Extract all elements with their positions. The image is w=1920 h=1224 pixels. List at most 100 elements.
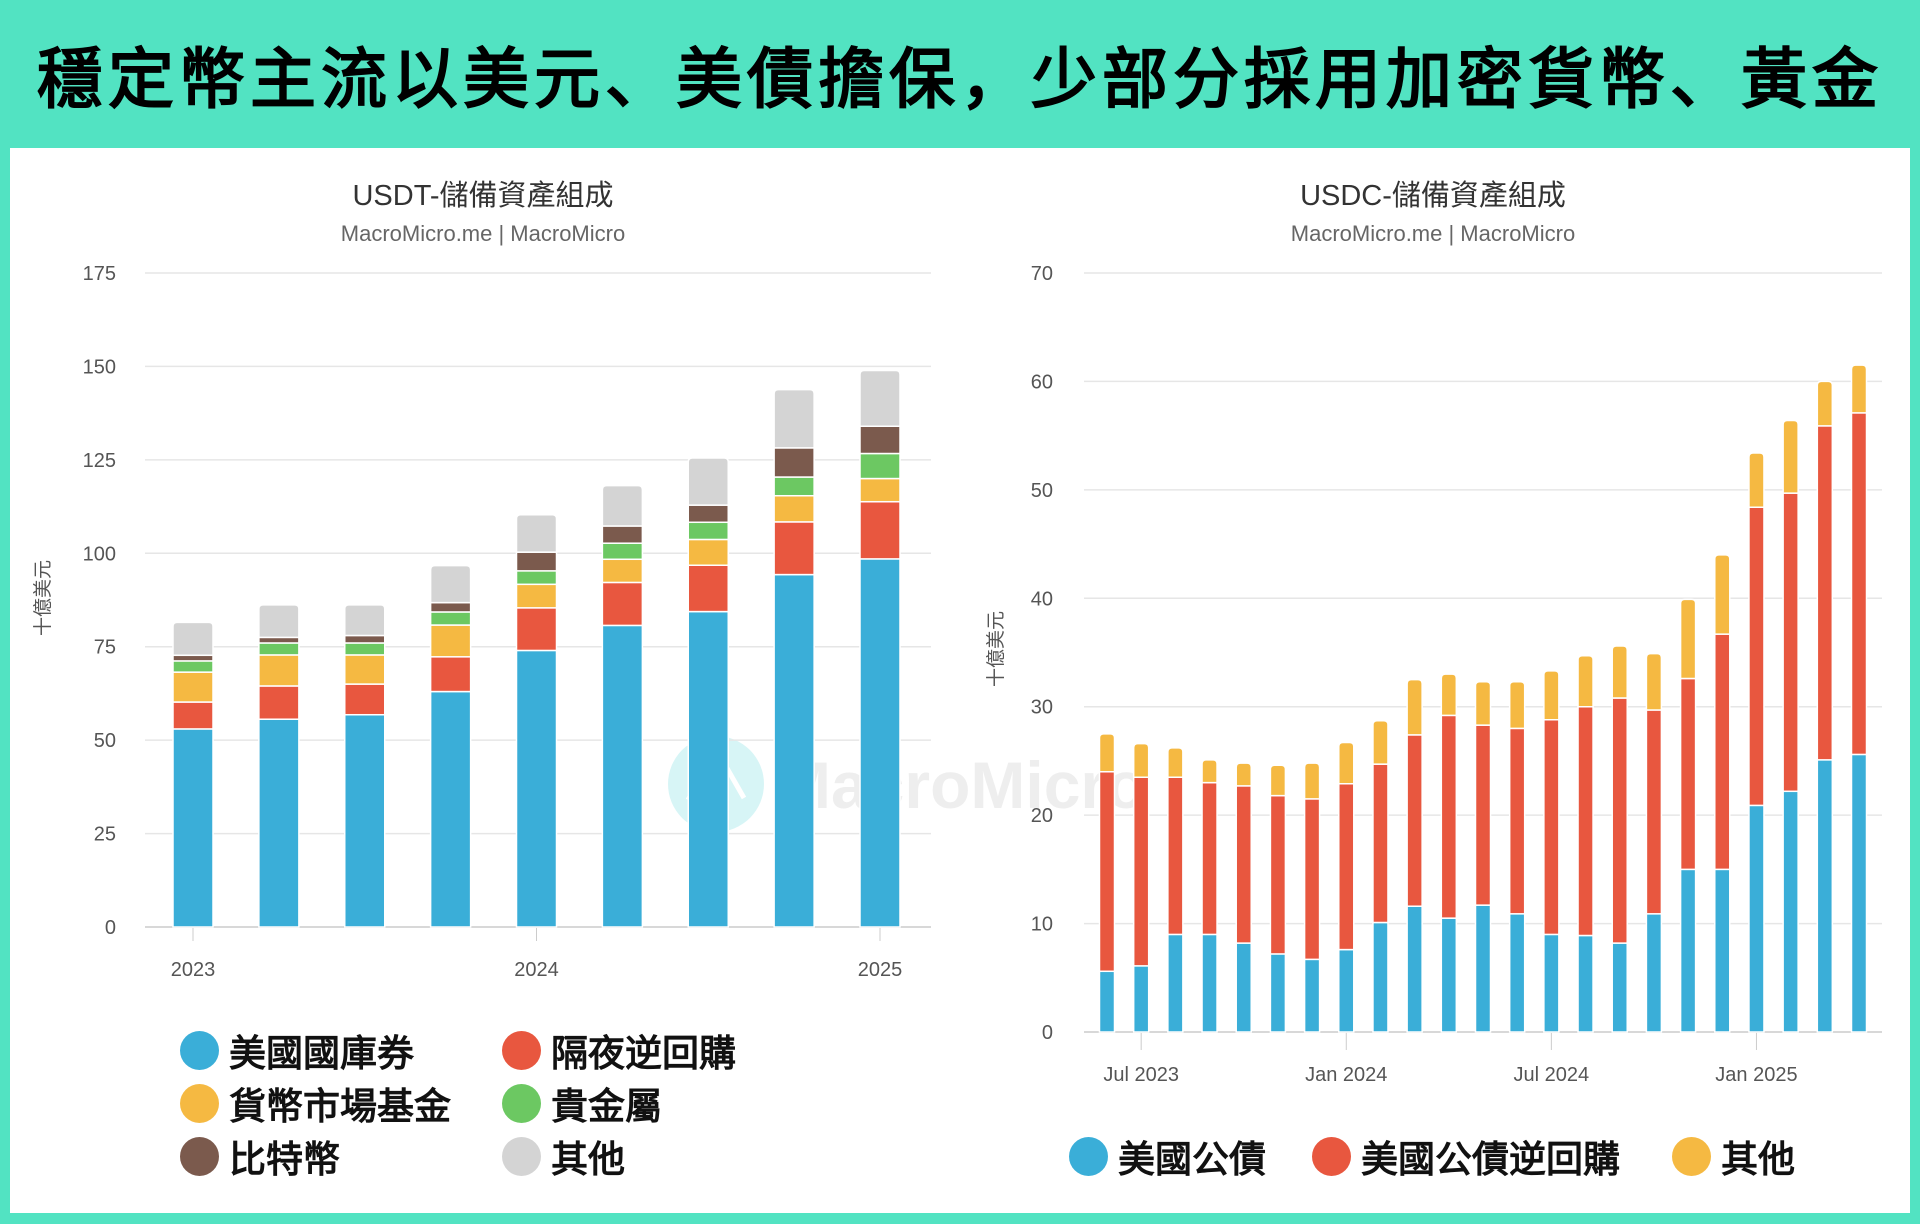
bar-segment bbox=[687, 521, 729, 541]
bar-segment bbox=[1543, 718, 1560, 936]
bar-segment bbox=[1338, 741, 1355, 785]
bar-segment bbox=[1508, 913, 1526, 1033]
y-tick-label: 125 bbox=[83, 450, 116, 472]
bar-segment bbox=[1201, 933, 1218, 1033]
usdt-chart-title: USDT-儲備資產組成 bbox=[352, 180, 614, 212]
bar-segment bbox=[1577, 705, 1594, 937]
bar-segment bbox=[1782, 419, 1799, 494]
bar-stack bbox=[1235, 762, 1252, 1033]
y-tick-label: 75 bbox=[94, 637, 116, 659]
bar-segment bbox=[1508, 681, 1526, 730]
bar-segment bbox=[1406, 678, 1423, 736]
bar-segment bbox=[515, 649, 558, 928]
bar-stack bbox=[773, 388, 815, 928]
bar-stack bbox=[1474, 681, 1492, 1033]
bar-stack bbox=[1406, 678, 1423, 1033]
bar-segment bbox=[515, 607, 558, 652]
legend-label: 其他 bbox=[1721, 1138, 1795, 1181]
bar-segment bbox=[429, 656, 472, 693]
bar-stack bbox=[1167, 747, 1184, 1033]
bar-stack bbox=[1440, 673, 1458, 1033]
bar-stack bbox=[1679, 598, 1697, 1033]
legend-item-precious-metals[interactable]: 貴金屬 bbox=[502, 1076, 662, 1130]
bar-stack bbox=[1303, 762, 1321, 1033]
legend-item-us-treasuries[interactable]: 美國公債 bbox=[1069, 1129, 1266, 1183]
y-tick-label: 50 bbox=[94, 730, 116, 752]
legend-dot-icon bbox=[180, 1136, 219, 1176]
bar-segment bbox=[172, 671, 214, 703]
bar-segment bbox=[687, 504, 729, 524]
bar-segment bbox=[1132, 965, 1150, 1033]
bar-segment bbox=[1816, 425, 1834, 761]
bar-segment bbox=[1372, 720, 1389, 765]
y-tick-label: 40 bbox=[1031, 588, 1053, 610]
bar-segment bbox=[1611, 942, 1628, 1033]
usdc-chart-subtitle: MacroMicro.me | MacroMicro bbox=[1290, 221, 1576, 246]
headline: 穩定幣主流以美元、美債擔保，少部分採用加密貨幣、黃金 bbox=[37, 41, 1883, 118]
bar-stack bbox=[1782, 419, 1799, 1033]
bar-segment bbox=[1303, 798, 1321, 961]
bar-stack bbox=[344, 604, 386, 928]
bar-segment bbox=[601, 624, 644, 928]
bar-segment bbox=[1714, 868, 1731, 1033]
bar-segment bbox=[429, 564, 472, 604]
legend-dot-icon bbox=[502, 1083, 541, 1123]
bar-segment bbox=[258, 604, 300, 639]
bar-segment bbox=[1474, 681, 1492, 726]
bar-segment bbox=[773, 573, 815, 928]
y-tick-label: 60 bbox=[1031, 371, 1053, 393]
bar-segment bbox=[344, 604, 386, 637]
bar-segment bbox=[1372, 763, 1389, 924]
legend-dot-icon bbox=[180, 1083, 219, 1123]
bar-segment bbox=[515, 551, 558, 572]
bar-segment bbox=[429, 601, 472, 613]
bar-segment bbox=[1338, 948, 1355, 1033]
y-tick-label: 10 bbox=[1031, 914, 1053, 936]
y-axis-title: 十億美元 bbox=[985, 611, 1007, 687]
bar-stack bbox=[1201, 759, 1218, 1033]
legend-item-treasury-repo[interactable]: 美國公債逆回購 bbox=[1312, 1129, 1620, 1183]
legend-item-bitcoin[interactable]: 比特幣 bbox=[180, 1129, 340, 1183]
legend-item-money-market-funds[interactable]: 貨幣市場基金 bbox=[180, 1076, 451, 1130]
bar-segment bbox=[1611, 697, 1628, 944]
x-tick-label: Jul 2024 bbox=[1514, 1064, 1590, 1086]
bar-segment bbox=[601, 542, 644, 561]
legend-item-treasury-bills[interactable]: 美國國庫券 bbox=[180, 1023, 414, 1077]
bar-segment bbox=[1440, 917, 1458, 1033]
bar-segment bbox=[515, 514, 558, 553]
bar-segment bbox=[344, 654, 386, 685]
bar-stack bbox=[1508, 681, 1526, 1033]
bar-stack bbox=[1748, 452, 1765, 1033]
legend-label: 貨幣市場基金 bbox=[229, 1085, 451, 1128]
bar-segment bbox=[1645, 709, 1663, 915]
y-tick-label: 20 bbox=[1031, 805, 1053, 827]
bar-segment bbox=[1508, 727, 1526, 915]
bar-segment bbox=[1679, 868, 1697, 1033]
legend-dot-icon bbox=[1312, 1136, 1351, 1176]
bar-segment bbox=[344, 642, 386, 656]
bar-segment bbox=[1406, 905, 1423, 1033]
legend-label: 美國國庫券 bbox=[229, 1032, 414, 1075]
bar-segment bbox=[1269, 764, 1287, 797]
legend-label: 其他 bbox=[551, 1138, 625, 1181]
bar-segment bbox=[258, 642, 300, 656]
bar-stack bbox=[687, 457, 729, 928]
legend-item-overnight-repo[interactable]: 隔夜逆回購 bbox=[502, 1023, 736, 1077]
legend-dot-icon bbox=[502, 1136, 541, 1176]
bar-stack bbox=[1132, 742, 1150, 1033]
watermark-logo: MacroMicro bbox=[668, 736, 1146, 832]
y-tick-label: 150 bbox=[83, 356, 116, 378]
bar-stack bbox=[1577, 655, 1594, 1033]
legend-item-other[interactable]: 其他 bbox=[502, 1129, 625, 1183]
bar-segment bbox=[515, 583, 558, 609]
legend-item-other[interactable]: 其他 bbox=[1672, 1129, 1795, 1183]
bar-segment bbox=[258, 685, 300, 720]
bar-segment bbox=[1372, 921, 1389, 1033]
bar-stack bbox=[1714, 554, 1731, 1033]
bar-segment bbox=[1303, 958, 1321, 1033]
bar-stack bbox=[1269, 764, 1287, 1033]
bar-stack bbox=[1611, 645, 1628, 1033]
bar-segment bbox=[1816, 759, 1834, 1033]
bar-segment bbox=[172, 728, 214, 928]
